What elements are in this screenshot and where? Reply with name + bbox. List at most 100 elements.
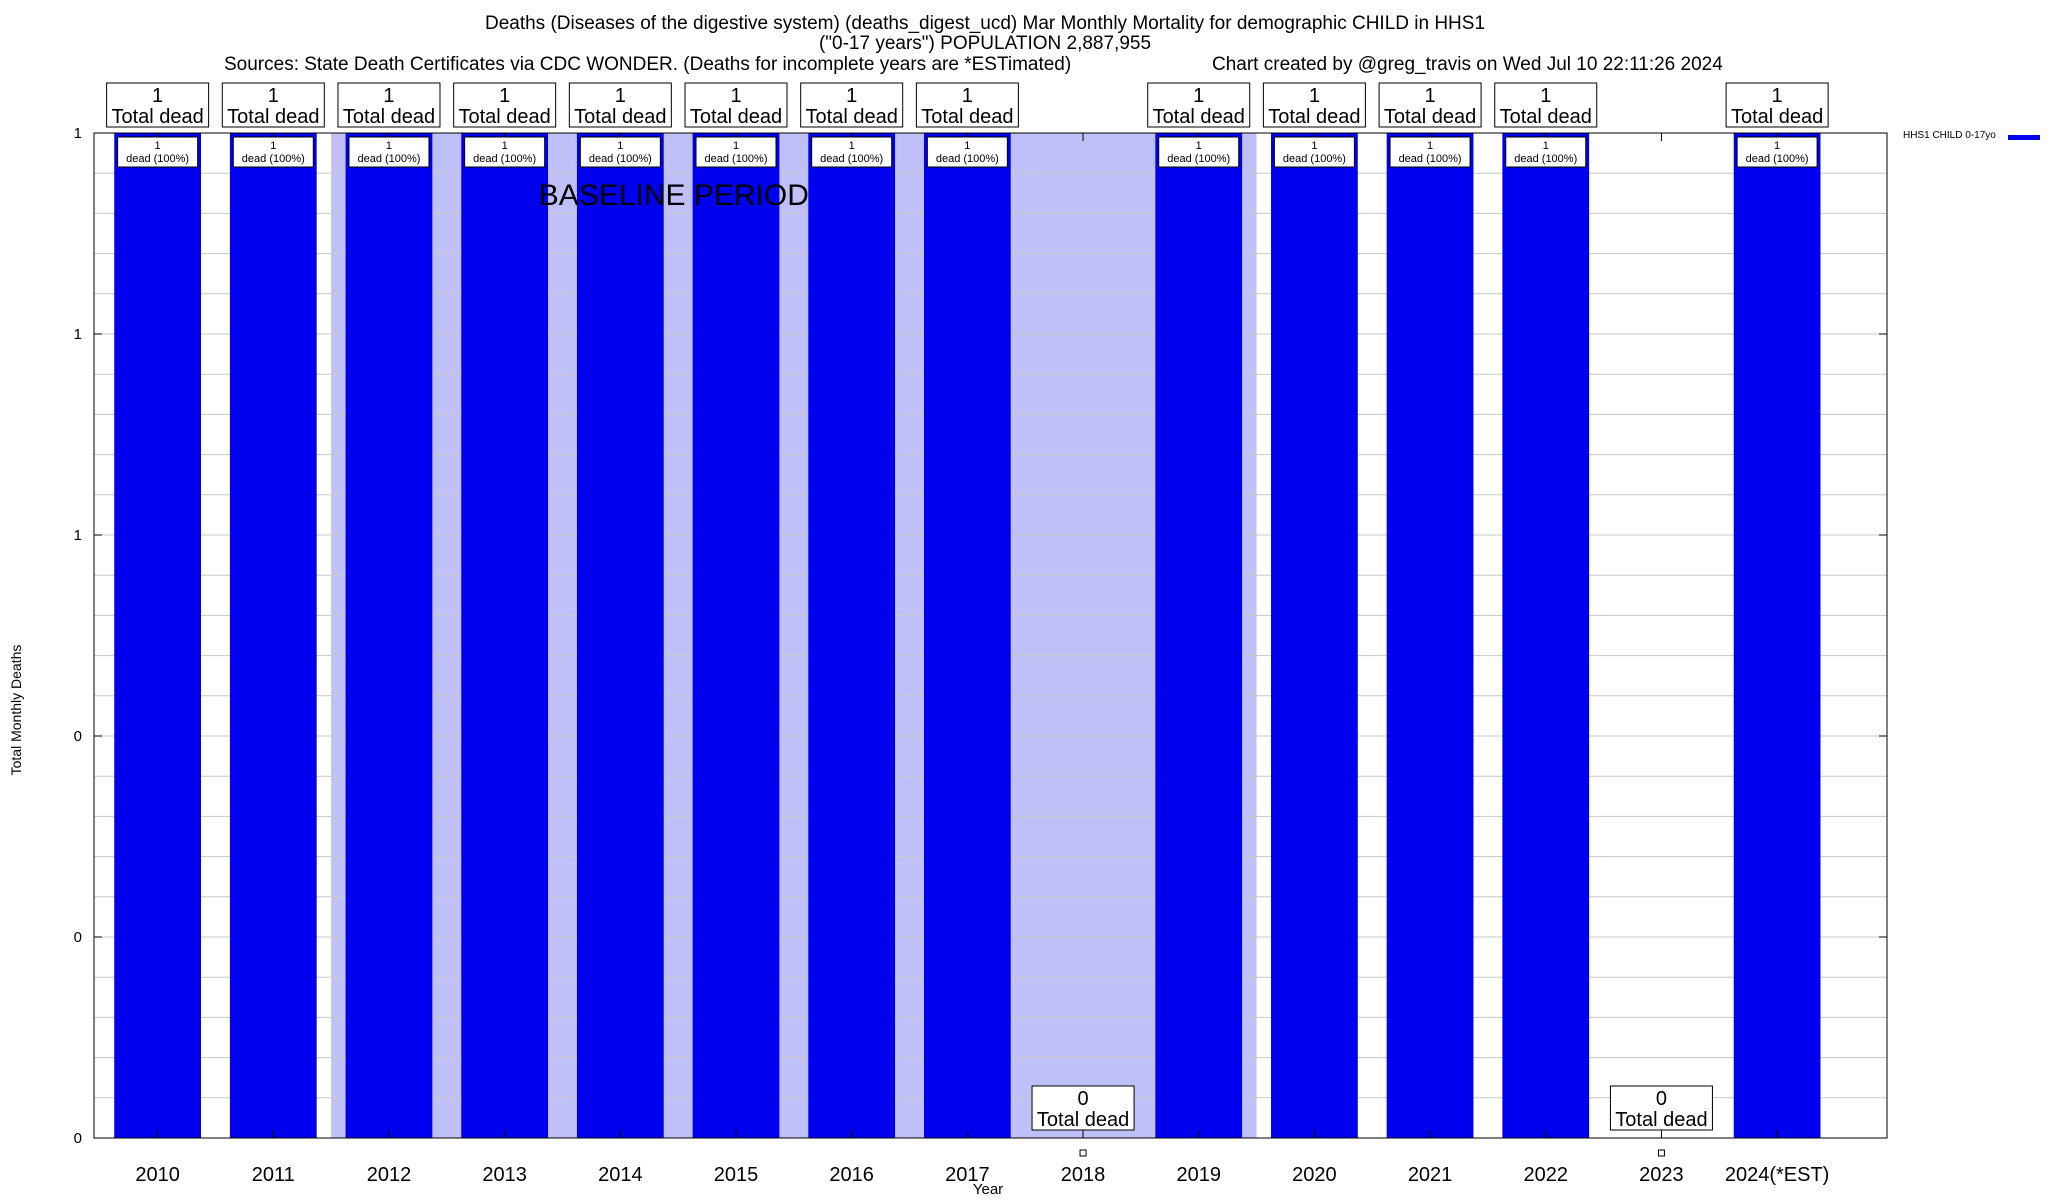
bar: [576, 133, 664, 1138]
inbar-label-suffix: dead (100%): [473, 153, 536, 165]
total-label-box: [1147, 82, 1251, 128]
inbar-label-suffix: dead (100%): [1399, 153, 1462, 165]
inbar-label-box: [348, 136, 430, 168]
x-tick-label: 2016: [829, 1164, 874, 1186]
legend-label: HHS1 CHILD 0-17yo: [1903, 130, 1996, 141]
y-tick-label: 0: [74, 728, 82, 745]
bar: [114, 133, 202, 1138]
total-label-box: [1725, 82, 1829, 128]
y-tick-label: 1: [74, 125, 82, 142]
total-label-box: [1609, 1085, 1713, 1131]
y-tick-label: 1: [74, 527, 82, 544]
total-label-value: 0: [1077, 1088, 1088, 1110]
zero-marker: [1079, 1149, 1087, 1157]
inbar-label-suffix: dead (100%): [242, 153, 305, 165]
total-label-value: 1: [962, 85, 973, 107]
total-label-box: [1378, 82, 1482, 128]
total-label-suffix: Total dead: [459, 106, 551, 128]
bar: [808, 133, 896, 1138]
total-label-suffix: Total dead: [806, 106, 898, 128]
total-label-box: [106, 82, 210, 128]
inbar-label-value: 1: [270, 140, 276, 152]
x-tick-label: 2024(*EST): [1725, 1164, 1830, 1186]
total-label-box: [221, 82, 325, 128]
inbar-label-box: [695, 136, 777, 168]
total-label-box: [453, 82, 557, 128]
y-tick-label: 0: [74, 1130, 82, 1147]
inbar-label-box: [117, 136, 199, 168]
inbar-label-value: 1: [155, 140, 161, 152]
inbar-label-box: [1273, 136, 1355, 168]
inbar-label-value: 1: [1543, 140, 1549, 152]
x-tick-label: 2020: [1292, 1164, 1337, 1186]
inbar-label-box: [579, 136, 661, 168]
total-label-box: [915, 82, 1019, 128]
x-tick-label: 2017: [945, 1164, 990, 1186]
inbar-label-suffix: dead (100%): [1514, 153, 1577, 165]
x-tick-label: 2021: [1408, 1164, 1453, 1186]
total-label-value: 1: [383, 85, 394, 107]
total-label-suffix: Total dead: [227, 106, 319, 128]
total-label-value: 0: [1656, 1088, 1667, 1110]
total-label-value: 1: [1193, 85, 1204, 107]
total-label-value: 1: [615, 85, 626, 107]
x-tick-label: 2015: [714, 1164, 759, 1186]
total-label-value: 1: [499, 85, 510, 107]
total-label-value: 1: [268, 85, 279, 107]
inbar-label-box: [232, 136, 314, 168]
chart-subtitle: ("0-17 years") POPULATION 2,887,955: [818, 33, 1152, 54]
total-label-value: 1: [1309, 85, 1320, 107]
bar: [461, 133, 549, 1138]
total-label-suffix: Total dead: [1268, 106, 1360, 128]
sources-note: Sources: State Death Certificates via CD…: [224, 54, 1072, 75]
total-label-suffix: Total dead: [690, 106, 782, 128]
total-label-suffix: Total dead: [1615, 1109, 1707, 1131]
inbar-label-box: [811, 136, 893, 168]
y-tick-label: 1: [74, 326, 82, 343]
total-label-suffix: Total dead: [574, 106, 666, 128]
bar: [1386, 133, 1474, 1138]
chart-title: Deaths (Diseases of the digestive system…: [484, 13, 1486, 34]
x-tick-label: 2023: [1639, 1164, 1684, 1186]
inbar-label-suffix: dead (100%): [705, 153, 768, 165]
total-label-suffix: Total dead: [1731, 106, 1823, 128]
inbar-label-value: 1: [617, 140, 623, 152]
inbar-label-value: 1: [1774, 140, 1780, 152]
chart-credit: Chart created by @greg_travis on Wed Jul…: [1212, 54, 1723, 75]
inbar-label-value: 1: [1311, 140, 1317, 152]
total-label-box: [337, 82, 441, 128]
inbar-label-value: 1: [964, 140, 970, 152]
x-tick-label: 2018: [1061, 1164, 1106, 1186]
inbar-label-suffix: dead (100%): [1746, 153, 1809, 165]
baseline-period-label: BASELINE PERIOD: [539, 179, 809, 212]
bar: [229, 133, 317, 1138]
total-label-box: [1494, 82, 1598, 128]
inbar-label-suffix: dead (100%): [126, 153, 189, 165]
inbar-label-box: [926, 136, 1008, 168]
bar: [345, 133, 433, 1138]
x-tick-label: 2010: [135, 1164, 180, 1186]
bar: [923, 133, 1011, 1138]
inbar-label-box: [1736, 136, 1818, 168]
inbar-label-value: 1: [849, 140, 855, 152]
inbar-label-suffix: dead (100%): [936, 153, 999, 165]
inbar-label-value: 1: [733, 140, 739, 152]
inbar-label-value: 1: [1427, 140, 1433, 152]
bar: [1502, 133, 1590, 1138]
x-tick-label: 2019: [1176, 1164, 1221, 1186]
total-label-suffix: Total dead: [1384, 106, 1476, 128]
total-label-suffix: Total dead: [1037, 1109, 1129, 1131]
inbar-label-suffix: dead (100%): [820, 153, 883, 165]
total-label-suffix: Total dead: [1153, 106, 1245, 128]
total-label-suffix: Total dead: [1500, 106, 1592, 128]
inbar-label-suffix: dead (100%): [357, 153, 420, 165]
inbar-label-suffix: dead (100%): [1167, 153, 1230, 165]
plot-frame: [93, 132, 1888, 1139]
x-tick-label: 2013: [482, 1164, 527, 1186]
bar: [1155, 133, 1243, 1138]
total-label-box: [800, 82, 904, 128]
inbar-label-suffix: dead (100%): [1283, 153, 1346, 165]
bar: [692, 133, 780, 1138]
